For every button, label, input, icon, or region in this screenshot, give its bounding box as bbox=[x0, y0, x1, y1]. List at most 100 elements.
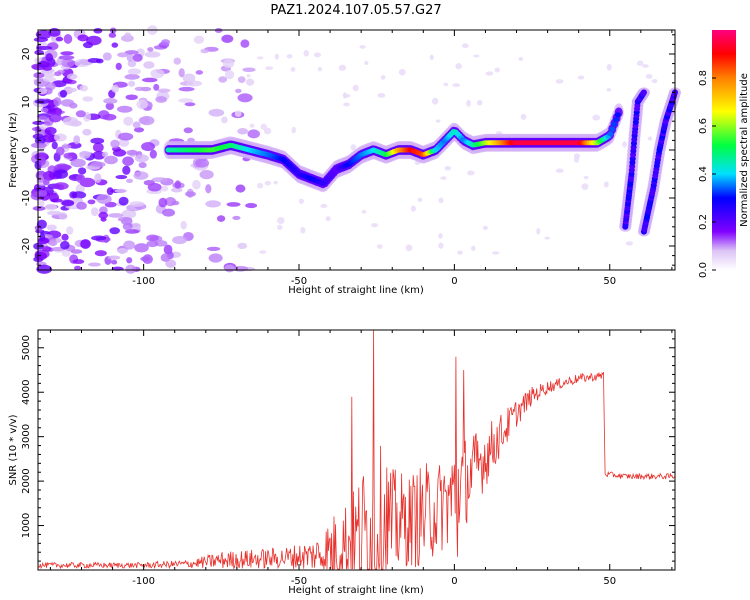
spectrogram-cell bbox=[245, 78, 255, 86]
spectrogram-cell bbox=[42, 76, 56, 82]
spectrogram-cell bbox=[50, 198, 63, 203]
snr-x-tick-label: -50 bbox=[291, 576, 307, 587]
spectrogram-cell bbox=[126, 53, 134, 62]
spectrogram-cell bbox=[398, 68, 406, 76]
spectrogram-cell bbox=[183, 127, 193, 134]
spectrogram-y-tick-label: -10 bbox=[21, 190, 32, 206]
spectrogram-cell bbox=[609, 126, 616, 132]
spectrogram-cell bbox=[76, 174, 86, 184]
spectrogram-cell bbox=[126, 178, 134, 183]
spectrogram-cell bbox=[274, 53, 279, 60]
colorbar-tick-label: 0.8 bbox=[698, 70, 709, 86]
spectrogram-cell bbox=[536, 227, 541, 235]
spectrogram-cell bbox=[235, 88, 242, 94]
snr-y-tick-label: 2000 bbox=[21, 468, 32, 493]
spectrogram-cells bbox=[30, 25, 681, 274]
spectrogram-cell bbox=[94, 250, 107, 257]
snr-x-tick-label: 50 bbox=[603, 576, 616, 587]
spectrogram-cell bbox=[108, 32, 117, 38]
spectrogram-cell bbox=[158, 197, 168, 208]
spectrogram-cell bbox=[143, 61, 155, 69]
spectrogram-cell bbox=[226, 202, 241, 207]
spectrogram-cell bbox=[485, 71, 494, 76]
spectrogram-cell bbox=[124, 74, 140, 80]
spectrogram-cell bbox=[53, 133, 67, 142]
spectrogram-cell bbox=[247, 129, 260, 139]
spectrogram-cell bbox=[417, 197, 423, 203]
spectrogram-cell bbox=[218, 76, 228, 83]
spectrogram-cell bbox=[205, 184, 212, 194]
spectrogram-cell bbox=[141, 77, 158, 83]
spectrogram-x-tick-label: -50 bbox=[291, 276, 307, 287]
spectrogram-cell bbox=[131, 222, 142, 231]
spectrogram-cell bbox=[573, 153, 581, 159]
spectrogram-cell bbox=[234, 110, 242, 117]
spectrogram-cell bbox=[636, 60, 644, 66]
spectrogram-cell bbox=[178, 86, 195, 92]
spectrogram-cell bbox=[473, 54, 480, 58]
spectrogram-cell bbox=[134, 154, 149, 163]
spectrogram-cell bbox=[103, 97, 118, 104]
spectrogram-cell bbox=[58, 212, 68, 220]
spectrogram-cell bbox=[111, 259, 118, 265]
spectrogram-cell bbox=[520, 113, 527, 120]
spectrogram-cell bbox=[36, 264, 53, 274]
spectrogram-cell bbox=[313, 52, 322, 58]
spectrogram-cell bbox=[240, 39, 250, 48]
spectrogram-cell bbox=[614, 112, 621, 118]
spectrogram-y-tick-label: 10 bbox=[21, 96, 32, 109]
spectrogram-cell bbox=[87, 199, 96, 205]
spectrogram-cell bbox=[182, 73, 196, 83]
snr-background bbox=[38, 330, 675, 570]
spectrogram-cell bbox=[184, 102, 196, 107]
spectrogram-cell bbox=[208, 108, 225, 117]
spectrogram-cell bbox=[127, 60, 137, 68]
spectrogram-cell bbox=[41, 246, 52, 252]
spectrogram-cell bbox=[125, 229, 140, 234]
spectrogram-cell bbox=[376, 244, 383, 249]
spectrogram-cell bbox=[124, 50, 139, 55]
spectrogram-cell bbox=[80, 239, 91, 249]
spectrogram-cell bbox=[467, 170, 475, 176]
spectrogram-cell bbox=[178, 98, 194, 103]
spectrogram-cell bbox=[438, 197, 444, 204]
colorbar-label: Normalized spectral amplitude bbox=[739, 73, 750, 227]
spectrogram-cell bbox=[206, 246, 221, 251]
figure-title: PAZ1.2024.107.05.57.G27 bbox=[270, 3, 441, 18]
spectrogram-cell bbox=[46, 224, 57, 231]
spectrogram-cell bbox=[70, 249, 83, 254]
spectrogram-cell bbox=[452, 83, 461, 88]
spectrogram-cell bbox=[114, 188, 128, 194]
spectrogram-cell bbox=[60, 58, 75, 68]
colorbar-tick-label: 0.0 bbox=[698, 262, 709, 278]
snr-y-tick-label: 4000 bbox=[21, 379, 32, 404]
spectrogram-cell bbox=[583, 175, 589, 180]
spectrogram-cell bbox=[157, 88, 171, 93]
spectrogram-cell bbox=[118, 196, 129, 206]
spectrogram-cell bbox=[122, 165, 131, 175]
spectrogram-cell bbox=[91, 235, 107, 241]
spectrogram-cell bbox=[612, 117, 619, 123]
spectrogram-cell bbox=[32, 206, 46, 211]
spectrogram-cell bbox=[237, 93, 253, 103]
spectrogram-y-tick-label: 20 bbox=[21, 48, 32, 61]
spectrogram-cell bbox=[92, 142, 104, 153]
spectrogram-cell bbox=[90, 137, 105, 144]
spectrogram-cell bbox=[172, 235, 188, 245]
spectrogram-cell bbox=[63, 34, 73, 44]
snr-y-tick-label: 3000 bbox=[21, 424, 32, 449]
spectrogram-cell bbox=[651, 78, 658, 84]
spectrogram-cell bbox=[377, 92, 386, 98]
spectrogram-cell bbox=[338, 64, 347, 71]
spectrogram-cell bbox=[140, 256, 151, 262]
spectrogram-cell bbox=[581, 183, 589, 190]
spectrogram-cell bbox=[122, 222, 133, 231]
spectrogram-cell bbox=[640, 89, 647, 96]
spectrogram-cell bbox=[273, 180, 278, 185]
spectrogram-cell bbox=[58, 55, 75, 60]
spectrogram-cell bbox=[54, 71, 62, 77]
spectrogram-cell bbox=[298, 198, 304, 204]
spectrogram-cell bbox=[44, 127, 57, 135]
